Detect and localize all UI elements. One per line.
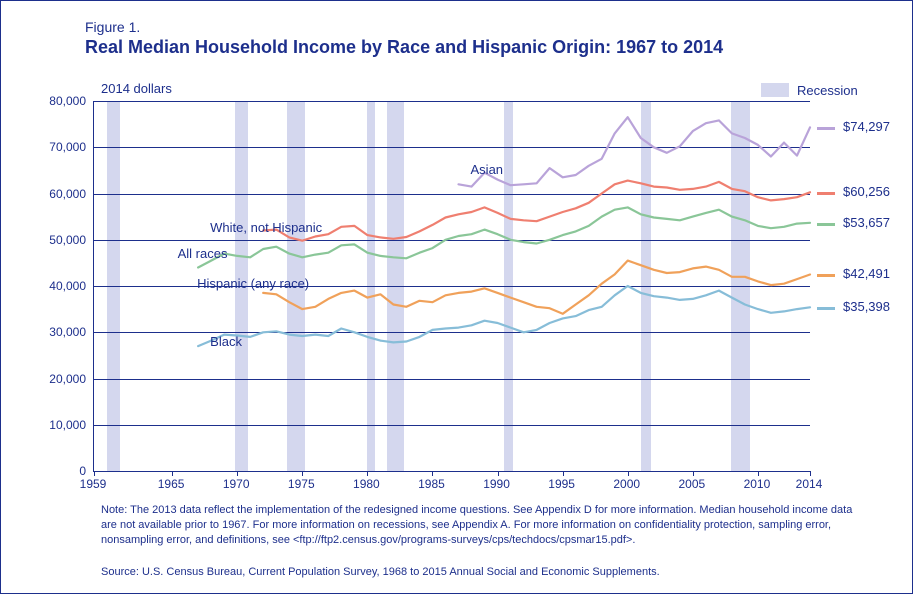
x-tick-mark bbox=[498, 471, 499, 476]
end-value-label: $35,398 bbox=[843, 299, 890, 314]
end-dash bbox=[817, 127, 835, 130]
x-tick-label: 1980 bbox=[353, 477, 380, 491]
y-tick-label: 10,000 bbox=[31, 418, 86, 432]
end-dash bbox=[817, 274, 835, 277]
end-value-label: $53,657 bbox=[843, 215, 890, 230]
x-tick-mark bbox=[432, 471, 433, 476]
x-tick-label: 1985 bbox=[418, 477, 445, 491]
end-dash bbox=[817, 192, 835, 195]
chart-title: Real Median Household Income by Race and… bbox=[85, 37, 723, 58]
x-tick-label: 1970 bbox=[223, 477, 250, 491]
y-tick-label: 40,000 bbox=[31, 279, 86, 293]
end-dash bbox=[817, 223, 835, 226]
series-label-asian: Asian bbox=[471, 162, 504, 177]
x-tick-mark bbox=[810, 471, 811, 476]
x-tick-label: 1959 bbox=[80, 477, 107, 491]
x-tick-mark bbox=[302, 471, 303, 476]
x-tick-label: 2005 bbox=[678, 477, 705, 491]
x-tick-label: 2000 bbox=[613, 477, 640, 491]
series-line-asian bbox=[459, 117, 811, 186]
x-tick-mark bbox=[172, 471, 173, 476]
x-tick-label: 2014 bbox=[796, 477, 823, 491]
x-tick-mark bbox=[693, 471, 694, 476]
figure-number: Figure 1. bbox=[85, 19, 140, 35]
x-tick-mark bbox=[237, 471, 238, 476]
x-tick-label: 1995 bbox=[548, 477, 575, 491]
recession-legend-swatch bbox=[761, 83, 789, 97]
series-label-all-races: All races bbox=[178, 246, 228, 261]
x-tick-label: 2010 bbox=[744, 477, 771, 491]
series-label-black: Black bbox=[210, 334, 242, 349]
y-tick-label: 60,000 bbox=[31, 187, 86, 201]
y-tick-label: 80,000 bbox=[31, 94, 86, 108]
x-tick-mark bbox=[628, 471, 629, 476]
series-line-hispanic-any-race- bbox=[263, 261, 810, 314]
y-tick-label: 20,000 bbox=[31, 372, 86, 386]
x-tick-label: 1990 bbox=[483, 477, 510, 491]
end-value-label: $42,491 bbox=[843, 266, 890, 281]
y-tick-label: 30,000 bbox=[31, 325, 86, 339]
x-tick-mark bbox=[94, 471, 95, 476]
end-value-label: $60,256 bbox=[843, 184, 890, 199]
end-value-label: $74,297 bbox=[843, 119, 890, 134]
y-tick-label: 70,000 bbox=[31, 140, 86, 154]
x-tick-mark bbox=[367, 471, 368, 476]
series-line-white-not-hispanic bbox=[263, 181, 810, 241]
x-tick-mark bbox=[563, 471, 564, 476]
y-axis-title: 2014 dollars bbox=[101, 81, 172, 96]
series-label-white-not-hispanic: White, not Hispanic bbox=[210, 220, 322, 235]
x-tick-mark bbox=[758, 471, 759, 476]
recession-legend-label: Recession bbox=[797, 83, 858, 98]
series-label-hispanic-any-race-: Hispanic (any race) bbox=[197, 276, 309, 291]
y-tick-label: 50,000 bbox=[31, 233, 86, 247]
figure-container: Figure 1. Real Median Household Income b… bbox=[0, 0, 913, 594]
x-tick-label: 1975 bbox=[288, 477, 315, 491]
chart-note: Note: The 2013 data reflect the implemen… bbox=[101, 503, 861, 548]
end-dash bbox=[817, 307, 835, 310]
y-tick-label: 0 bbox=[31, 464, 86, 478]
chart-source: Source: U.S. Census Bureau, Current Popu… bbox=[101, 565, 861, 580]
x-tick-label: 1965 bbox=[158, 477, 185, 491]
